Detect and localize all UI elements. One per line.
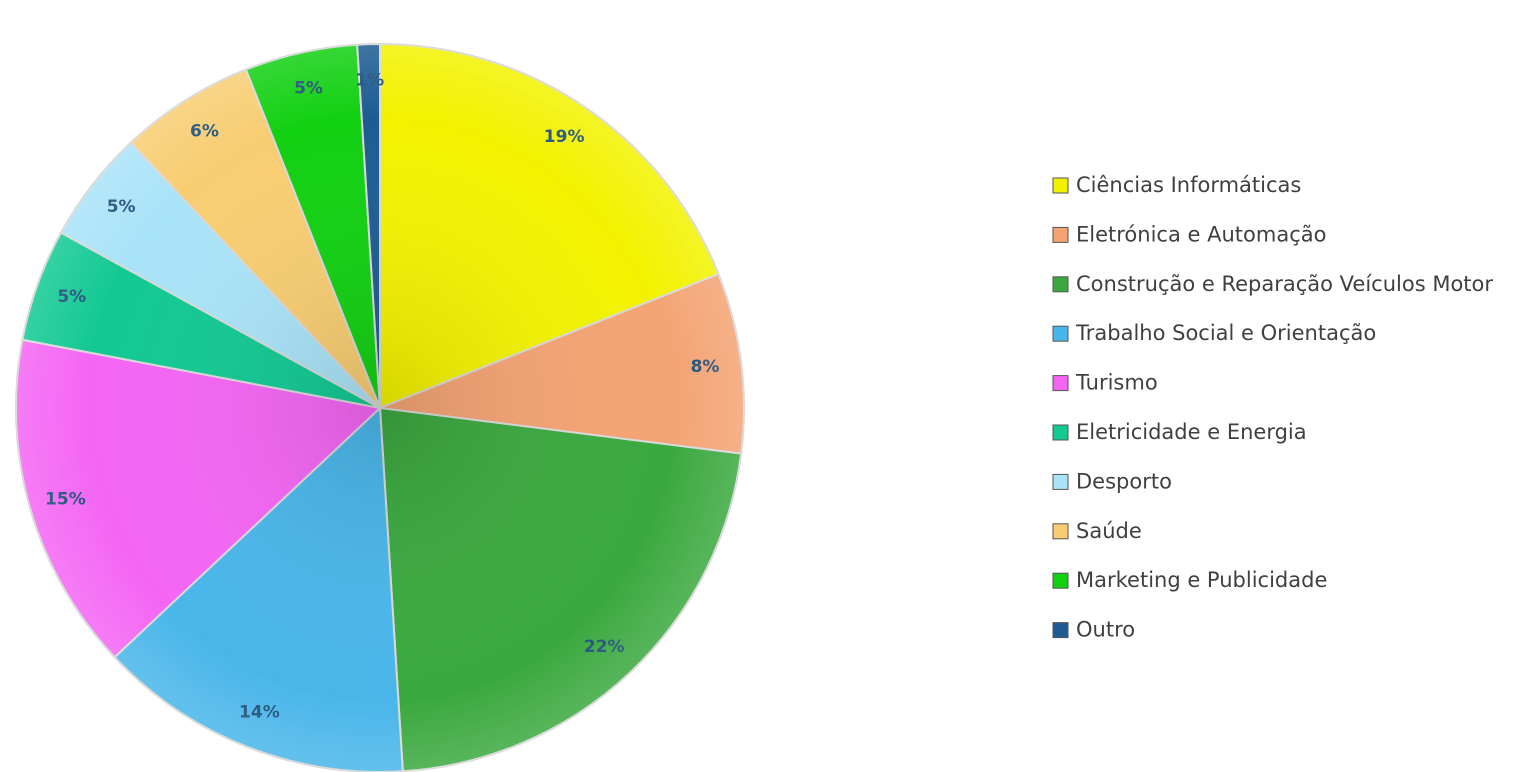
data-label: 22%: [584, 637, 625, 657]
legend-swatch: [1052, 375, 1069, 392]
legend-label: Saúde: [1076, 519, 1142, 543]
legend-swatch: [1052, 276, 1069, 293]
legend-swatch: [1052, 473, 1069, 490]
data-label: 5%: [107, 197, 136, 217]
legend-label: Trabalho Social e Orientação: [1075, 321, 1376, 345]
data-label: 8%: [691, 357, 720, 377]
data-label: 15%: [45, 489, 86, 509]
legend-label: Eletrónica e Automação: [1076, 222, 1326, 246]
legend-label: Ciências Informáticas: [1076, 173, 1301, 197]
legend-swatch: [1052, 523, 1069, 540]
legend-swatch: [1052, 424, 1069, 441]
pie-slice: [378, 406, 743, 772]
data-label: 1%: [355, 71, 384, 91]
legend-label: Turismo: [1075, 371, 1158, 395]
data-label: 5%: [57, 287, 86, 307]
data-label: 5%: [294, 78, 323, 98]
data-label: 14%: [239, 703, 280, 723]
legend-label: Marketing e Publicidade: [1076, 568, 1327, 592]
legend-swatch: [1052, 572, 1069, 589]
legend-swatch: [1052, 325, 1069, 342]
legend-label: Desporto: [1076, 469, 1172, 493]
data-label: 19%: [544, 127, 585, 147]
legend-swatch: [1052, 226, 1069, 243]
legend-label: Outro: [1076, 618, 1135, 642]
legend-swatch: [1052, 622, 1069, 639]
legend-swatch: [1052, 177, 1069, 194]
legend-label: Construção e Reparação Veículos Motor: [1076, 272, 1493, 296]
legend-label: Eletricidade e Energia: [1076, 420, 1307, 444]
data-label: 6%: [190, 121, 219, 141]
